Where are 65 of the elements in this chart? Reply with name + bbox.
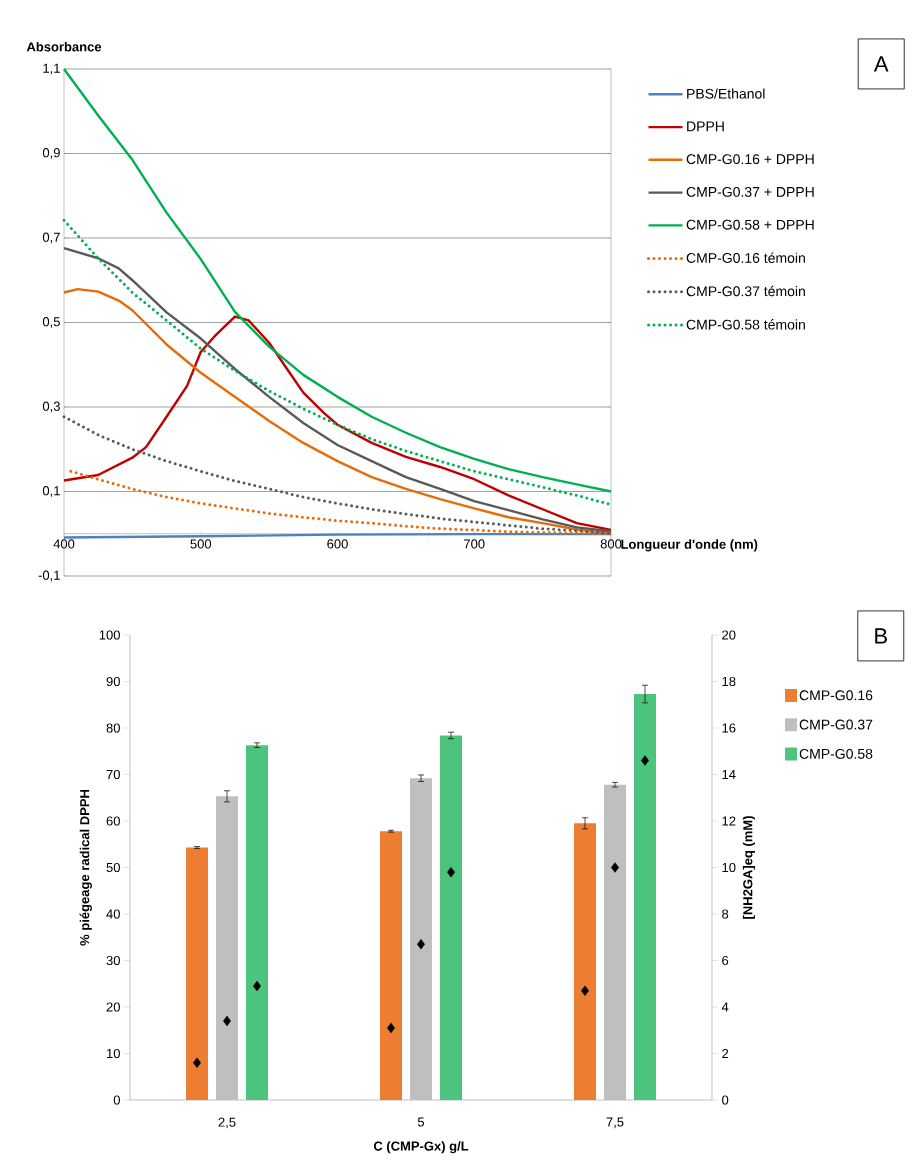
y-axis-title: Absorbance [26,41,102,52]
x-tick-label: 600 [327,539,348,549]
y-tick-label: 100 [99,630,120,640]
y-tick-label: 0,3 [42,401,60,413]
y2-axis-title: [NH2GA]eq (mM) [742,816,755,919]
y-tick-label: 0,7 [42,232,60,244]
line-series [62,67,613,493]
legend-label: CMP-G0.16 [799,690,873,701]
x-tick-label: 400 [53,539,75,549]
x-axis-title: C (CMP-Gx) g/L [373,1141,469,1154]
legend-label: PBS/Ethanol [687,88,765,99]
legend-label: CMP-G0.37 [799,719,873,730]
y-tick-label: 20 [106,1002,120,1012]
legend-label: CMP-G0.58 [799,748,873,759]
y-tick-label: 0,5 [42,317,60,328]
bar [380,831,402,1100]
legend-label: DPPH [687,121,724,132]
y-tick-label: -0,1 [38,570,60,582]
x-tick-label: 700 [464,539,485,549]
text: B [875,628,887,644]
y2-tick-label: 6 [722,955,729,966]
bar [634,694,656,1100]
legend-label: CMP-G0.16 + DPPH [686,154,814,165]
bar [604,784,626,1100]
y-tick-label: 80 [106,723,120,733]
y-tick-label: 0,9 [42,148,60,159]
y-tick-label: 70 [106,769,120,780]
y-tick-label: 40 [106,909,120,919]
y-tick-label: 50 [106,862,120,873]
x-tick-label: 7,5 [606,1117,624,1129]
x-tick-label: 800 [600,539,622,549]
y-tick-label: 1,1 [43,63,60,75]
y2-tick-label: 20 [722,630,736,640]
y2-tick-label: 16 [722,723,736,733]
y-tick-label: 90 [106,676,120,687]
y2-tick-label: 18 [722,676,736,687]
legend-label: CMP-G0.37 + DPPH [686,186,814,197]
bar [410,778,432,1100]
y2-tick-label: 4 [721,1002,729,1012]
x-tick-label: 2,5 [218,1117,236,1129]
y-tick-label: 0,1 [42,486,60,497]
y2-tick-label: 2 [722,1048,729,1059]
x-tick-label: 5 [417,1117,425,1127]
y-tick-label: 10 [106,1048,120,1059]
legend-label: CMP-G0.58 témoin [686,319,805,330]
bar [186,847,208,1100]
y2-tick-label: 10 [722,862,736,873]
y-axis-title: % piégeage radical DPPH [79,789,92,946]
y2-tick-label: 14 [722,770,736,779]
legend-label: CMP-G0.37 témoin [686,285,805,297]
legend-label: CMP-G0.58 + DPPH [686,219,814,230]
bar [574,823,596,1100]
x-tick-label: 500 [190,539,212,549]
bar [216,796,238,1100]
bar [440,735,462,1100]
y2-tick-label: 0 [722,1095,729,1105]
x-axis-title: Longueur d'onde (nm) [621,539,758,552]
bar [246,745,268,1100]
legend-label: CMP-G0.16 témoin [686,252,805,263]
y-tick-label: 60 [106,816,120,826]
y-tick-label: 0 [113,1095,120,1105]
y2-tick-label: 8 [722,909,729,919]
y-tick-label: 30 [106,955,120,966]
text: A [873,56,889,72]
y2-tick-label: 12 [722,816,736,826]
